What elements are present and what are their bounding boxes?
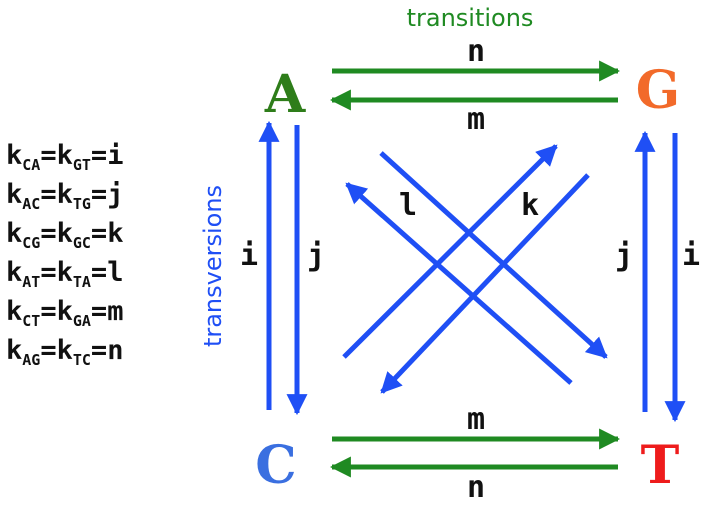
arrow-G-to-C-diagonal xyxy=(380,173,590,394)
rate-label-left-i: i xyxy=(240,238,258,273)
rate-label-diag-k: k xyxy=(521,188,539,223)
rate-label-left-j: j xyxy=(307,238,325,273)
equation-row: kCT=kGA=m xyxy=(6,296,124,330)
arrow-T-to-A-diagonal xyxy=(345,182,573,385)
equation-row: kAG=kTC=n xyxy=(6,335,124,369)
node-A: A xyxy=(264,64,306,125)
rate-label-right-i: i xyxy=(682,238,700,273)
equation-row: kAT=kTA=l xyxy=(6,257,124,291)
equation-row: kCA=kGT=i xyxy=(6,140,124,174)
rate-label-bottom-n: n xyxy=(467,470,485,505)
rate-label-bottom-m: m xyxy=(467,402,485,437)
rate-label-diag-l: l xyxy=(399,188,417,223)
node-C: C xyxy=(255,435,296,496)
equation-row: kAC=kTG=j xyxy=(6,179,124,213)
rate-equations: kCA=kGT=i kAC=kTG=j kCG=kGC=k kAT=kTA=l … xyxy=(6,136,123,370)
transversions-label: transversions xyxy=(199,185,227,347)
transitions-label: transitions xyxy=(407,4,534,32)
arrow-A-to-T-diagonal xyxy=(379,151,608,359)
equation-row: kCG=kGC=k xyxy=(6,218,124,252)
rate-label-right-j: j xyxy=(615,238,633,273)
rate-label-top-m: m xyxy=(467,102,485,137)
node-T: T xyxy=(641,435,680,496)
rate-label-top-n: n xyxy=(467,34,485,69)
arrow-C-to-G-diagonal xyxy=(342,144,558,359)
node-G: G xyxy=(636,60,680,121)
